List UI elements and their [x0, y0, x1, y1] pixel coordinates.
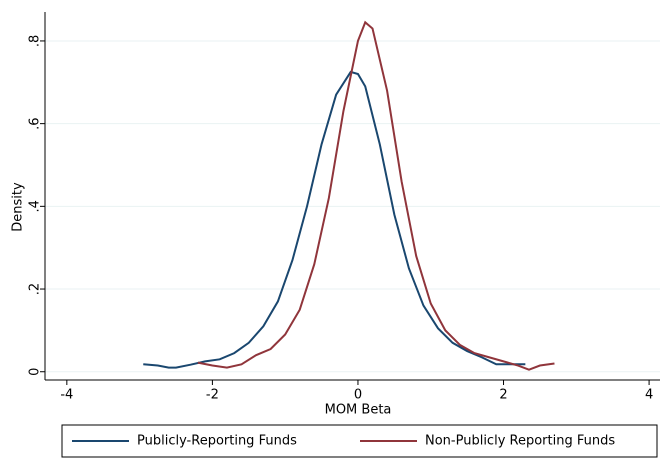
x-tick-label: -4 [60, 388, 73, 403]
y-tick-label: .2 [28, 283, 43, 295]
density-line [143, 70, 526, 369]
legend-box [61, 424, 658, 458]
legend-label: Non-Publicly Reporting Funds [425, 434, 615, 449]
x-tick-label: 2 [499, 388, 507, 403]
y-tick-label: .6 [28, 117, 43, 129]
y-tick-label: 0 [28, 368, 43, 376]
x-tick-label: 0 [354, 388, 362, 403]
x-tick-label: 4 [645, 388, 653, 403]
y-tick-label: .8 [28, 35, 43, 47]
y-tick-label: .4 [28, 200, 43, 212]
x-axis-label: MOM Beta [325, 403, 392, 418]
density-line [197, 20, 555, 371]
legend-label: Publicly-Reporting Funds [137, 434, 297, 449]
y-axis-label: Density [11, 182, 26, 232]
x-tick-label: -2 [206, 388, 219, 403]
